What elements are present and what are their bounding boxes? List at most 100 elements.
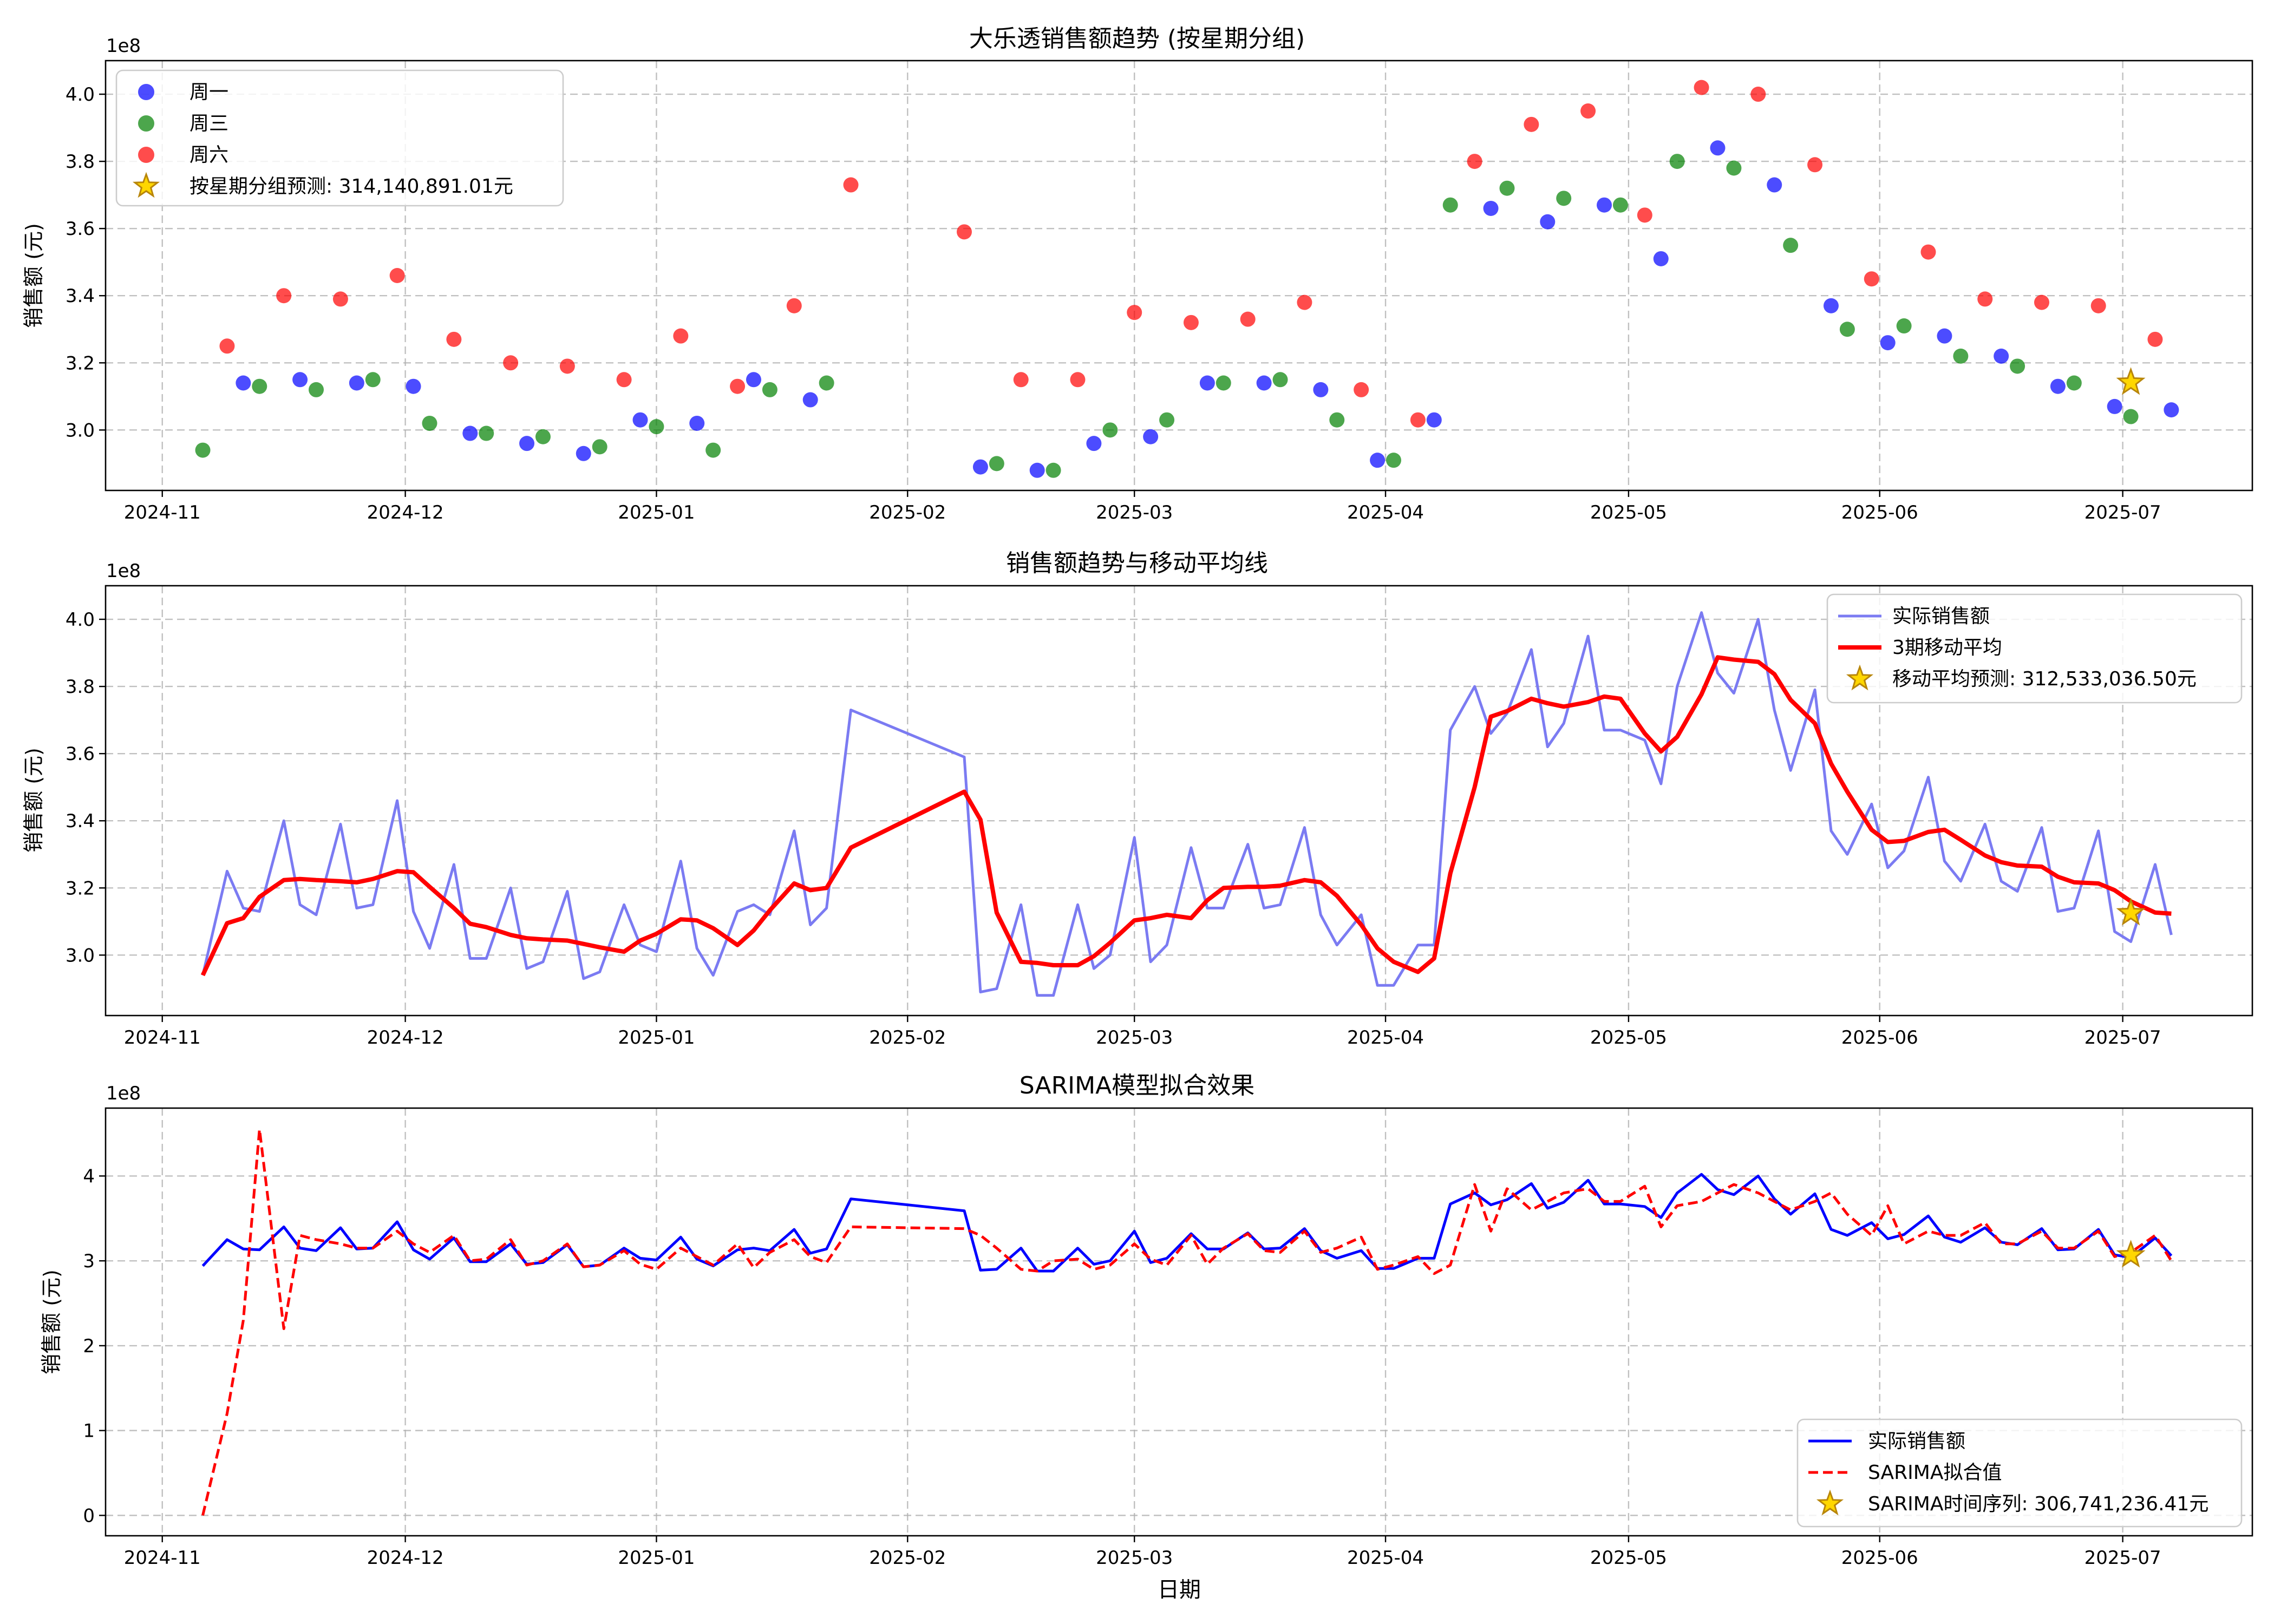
y-axis-label: 销售额 (元) xyxy=(22,223,45,328)
x-tick-label: 2024-11 xyxy=(124,1547,201,1569)
scatter-point xyxy=(309,382,324,397)
scatter-point xyxy=(503,355,519,371)
legend-box xyxy=(1826,593,2243,704)
scatter-point xyxy=(195,442,211,458)
legend-marker-forecast-star xyxy=(132,172,160,198)
scatter-point xyxy=(1159,412,1175,428)
scatter-point xyxy=(479,425,494,441)
scatter-point xyxy=(1216,375,1231,391)
scatter-point xyxy=(1499,180,1515,196)
scatter-point xyxy=(1086,436,1102,451)
scatter-point xyxy=(1426,412,1442,428)
legend-label-actual: 实际销售额 xyxy=(1892,605,1990,627)
scatter-point xyxy=(786,298,802,313)
y-tick-label: 3.2 xyxy=(66,352,95,374)
axes-frame xyxy=(104,60,2253,492)
scatter-point xyxy=(1637,207,1652,223)
scatter-point xyxy=(616,372,632,388)
x-tick-label: 2025-06 xyxy=(1841,1547,1918,1569)
scatter-point xyxy=(2107,398,2122,414)
scatter-point xyxy=(2123,409,2139,424)
x-tick-label: 2025-03 xyxy=(1096,1027,1173,1049)
y-tick-label: 2 xyxy=(83,1335,95,1357)
scatter-point xyxy=(1839,322,1855,337)
y-tick-label: 3.4 xyxy=(66,810,95,832)
y-axis: 3.0 3.2 3.4 3.6 3.8 4.0 xyxy=(66,609,106,966)
scatter-point xyxy=(349,375,364,391)
scatter-point xyxy=(535,429,551,444)
x-tick-label: 2025-05 xyxy=(1590,502,1667,523)
scatter-point xyxy=(1370,453,1386,468)
x-tick-label: 2025-03 xyxy=(1096,502,1173,523)
scatter-point xyxy=(1669,154,1685,169)
scatter-point xyxy=(576,446,591,461)
scatter-point xyxy=(1199,375,1215,391)
scatter-point xyxy=(1823,298,1839,313)
scatter-point xyxy=(422,415,437,431)
x-tick-label: 2025-02 xyxy=(869,1027,946,1049)
x-tick-label: 2024-12 xyxy=(367,1547,444,1569)
legend: 周一 周三 周六 按星期分组预测: 314,140,891.01元 xyxy=(115,69,564,207)
x-axis: 2024-11 2024-12 2025-01 2025-02 2025-03 2025-… xyxy=(124,1016,2161,1049)
scatter-point xyxy=(1750,87,1766,102)
y-multiplier: 1e8 xyxy=(106,1083,141,1104)
scatter-point xyxy=(1013,372,1029,388)
y-tick-label: 3.2 xyxy=(66,878,95,899)
scatter-point xyxy=(1937,328,1952,344)
scatter-point xyxy=(1896,318,1912,334)
legend-marker-saturday xyxy=(138,147,154,163)
x-tick-label: 2025-07 xyxy=(2084,1547,2161,1569)
chart-title: SARIMA模型拟合效果 xyxy=(1020,1072,1254,1099)
y-tick-label: 3 xyxy=(83,1250,95,1272)
panel-weekday-scatter: 大乐透销售额趋势 (按星期分组) 1e8 销售额 (元) 2024-11 2024… xyxy=(22,25,2253,523)
scatter-point xyxy=(1767,177,1782,193)
scatter-point xyxy=(689,415,705,431)
scatter-point xyxy=(2164,402,2179,418)
scatter-point xyxy=(843,177,859,193)
scatter-point xyxy=(406,378,421,394)
forecast-star-icon xyxy=(2116,1240,2146,1268)
scatter-point xyxy=(1183,315,1199,330)
scatter-point xyxy=(236,375,251,391)
scatter-point xyxy=(2147,331,2163,347)
x-tick-label: 2024-11 xyxy=(124,502,201,523)
x-tick-label: 2025-07 xyxy=(2084,502,2161,523)
legend: 实际销售额 SARIMA拟合值 SARIMA时间序列: 306,741,236.… xyxy=(1796,1418,2243,1528)
scatter-point xyxy=(1710,140,1726,156)
scatter-point xyxy=(762,382,777,397)
panel-moving-average: 销售额趋势与移动平均线 1e8 销售额 (元) 2024-11 2024-12 20… xyxy=(22,549,2253,1049)
y-axis-label: 销售额 (元) xyxy=(22,748,45,853)
x-tick-label: 2025-01 xyxy=(618,502,695,523)
scatter-point xyxy=(819,375,834,391)
legend-label-moving-average: 3期移动平均 xyxy=(1892,637,2002,659)
scatter-point xyxy=(1694,80,1709,95)
scatter-point xyxy=(1920,244,1936,260)
legend-box xyxy=(115,69,564,207)
scatter-point xyxy=(2034,294,2049,310)
scatter-point xyxy=(219,338,235,354)
y-tick-label: 4.0 xyxy=(66,84,95,106)
scatter-point xyxy=(559,358,575,374)
scatter-point xyxy=(519,436,535,451)
scatter-point xyxy=(673,328,689,344)
legend-marker-forecast-star xyxy=(1846,664,1874,691)
scatter-point xyxy=(1483,200,1499,216)
scatter-point xyxy=(252,378,267,394)
x-tick-label: 2025-01 xyxy=(618,1547,695,1569)
x-axis-label: 日期 xyxy=(1158,1577,1201,1602)
plot-area xyxy=(201,1128,2173,1516)
scatter-point xyxy=(1442,197,1458,213)
forecast-star-icon xyxy=(2116,898,2146,926)
scatter-point xyxy=(1240,311,1256,327)
y-axis-label: 销售额 (元) xyxy=(40,1269,63,1374)
y-tick-label: 0 xyxy=(83,1505,95,1527)
x-tick-label: 2025-04 xyxy=(1347,502,1424,523)
series-line-sarima xyxy=(201,1128,2173,1516)
y-axis: 0 1 2 3 4 xyxy=(83,1165,106,1527)
plot-area xyxy=(195,80,2179,478)
y-tick-label: 1 xyxy=(83,1420,95,1442)
scatter-point xyxy=(462,425,478,441)
series-line-actual xyxy=(201,611,2173,997)
grid xyxy=(106,586,2252,1016)
scatter-point xyxy=(1467,154,1482,169)
